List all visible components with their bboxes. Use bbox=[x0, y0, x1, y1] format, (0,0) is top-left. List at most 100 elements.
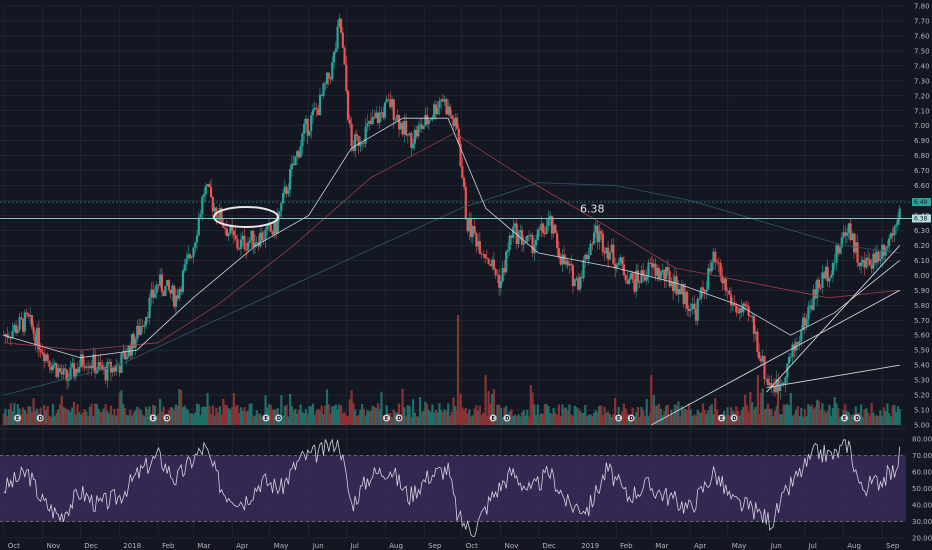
volume-bar bbox=[176, 405, 179, 425]
candle-body bbox=[638, 282, 641, 284]
volume-bar bbox=[366, 410, 369, 425]
volume-bar bbox=[605, 412, 608, 425]
candle-body bbox=[541, 223, 545, 233]
candle-body bbox=[411, 143, 415, 148]
volume-bar bbox=[640, 406, 643, 425]
volume-bar bbox=[375, 408, 378, 425]
volume-bar bbox=[524, 415, 527, 425]
candle-body bbox=[327, 72, 330, 78]
volume-bar bbox=[109, 405, 113, 425]
volume-bar bbox=[317, 408, 320, 425]
volume-bar bbox=[190, 413, 193, 425]
volume-bar bbox=[441, 412, 445, 425]
volume-bar bbox=[751, 401, 754, 425]
candle-body bbox=[53, 363, 56, 365]
trendline-long[interactable] bbox=[651, 289, 900, 426]
volume-bar bbox=[204, 406, 207, 425]
volume-bar bbox=[830, 415, 833, 425]
volume-bar bbox=[273, 409, 276, 425]
candle-body bbox=[354, 134, 357, 152]
earnings-marker: E bbox=[382, 414, 390, 422]
rsi-tick-label: 80.00 bbox=[912, 436, 932, 444]
volume-bar bbox=[473, 408, 476, 425]
candle-body bbox=[592, 232, 596, 244]
trendline-upper[interactable] bbox=[766, 364, 900, 389]
volume-bar bbox=[7, 409, 11, 425]
candle-body bbox=[506, 249, 510, 252]
volume-bar bbox=[851, 414, 854, 425]
time-axis[interactable]: Oct Nov Dec 2018 Feb Mar Apr May Jun Jul Aug Sep Oct… bbox=[8, 542, 900, 550]
volume-bar bbox=[129, 409, 132, 425]
candle-body bbox=[252, 230, 255, 247]
candle-body bbox=[831, 263, 835, 275]
volume-bar bbox=[292, 410, 295, 425]
candle-body bbox=[561, 254, 564, 265]
candlesticks[interactable] bbox=[2, 14, 901, 400]
volume-bar bbox=[726, 407, 729, 425]
price-axis[interactable]: 5.00 5.10 5.20 5.30 5.40 5.50 5.60 5.70 5.80 5.90… bbox=[914, 3, 930, 430]
volume-bar bbox=[144, 406, 148, 425]
time-tick-label: Feb bbox=[162, 542, 175, 550]
candle-body bbox=[231, 225, 234, 231]
volume-bar bbox=[791, 415, 794, 425]
volume-bar bbox=[884, 410, 887, 425]
highlight-ellipse[interactable] bbox=[213, 206, 279, 228]
volume-bar bbox=[85, 411, 88, 425]
volume-bar bbox=[65, 409, 69, 425]
volume-bar bbox=[816, 399, 819, 425]
candle-body bbox=[46, 354, 49, 361]
candle-body bbox=[478, 241, 481, 254]
price-tick-label: 5.50 bbox=[914, 347, 930, 355]
price-tick-label: 5.30 bbox=[914, 377, 930, 385]
rsi-axis[interactable]: 20.00 30.00 40.00 50.00 60.00 70.00 80.00 bbox=[912, 436, 932, 543]
volume-bar bbox=[608, 414, 611, 425]
volume-bar bbox=[698, 412, 701, 425]
candle-body bbox=[308, 130, 311, 136]
candle-body bbox=[127, 344, 130, 357]
candle-body bbox=[519, 230, 522, 233]
candle-body bbox=[320, 94, 323, 96]
candle-body bbox=[13, 324, 16, 331]
candle-body bbox=[18, 317, 21, 330]
volume-bar bbox=[180, 390, 183, 425]
price-tick-label: 6.20 bbox=[914, 242, 930, 250]
level-price-tag: 6.38 bbox=[912, 214, 931, 223]
candle-body bbox=[346, 91, 350, 120]
candle-body bbox=[14, 324, 18, 334]
volume-bar bbox=[21, 407, 25, 425]
candle-body bbox=[780, 382, 784, 385]
volume-bar bbox=[447, 403, 450, 425]
volume-bar bbox=[373, 406, 376, 425]
candle-body bbox=[469, 218, 473, 238]
candle-body bbox=[717, 262, 720, 264]
candle-body bbox=[373, 117, 376, 119]
candle-body bbox=[190, 256, 193, 258]
time-tick-label: 2018 bbox=[123, 542, 141, 550]
volume-bar bbox=[169, 407, 172, 425]
volume-bar bbox=[297, 409, 301, 425]
candle-body bbox=[828, 277, 831, 282]
volume-bar bbox=[50, 416, 53, 425]
candle-body bbox=[39, 349, 42, 352]
candle-body bbox=[108, 361, 111, 363]
candle-body bbox=[148, 297, 151, 318]
earnings-marker-label: D bbox=[732, 416, 736, 422]
earnings-marker-label: E bbox=[264, 416, 268, 422]
candle-body bbox=[218, 208, 221, 220]
volume-bar bbox=[341, 413, 344, 425]
volume-bar bbox=[345, 415, 348, 425]
volume-bar bbox=[236, 404, 239, 425]
volume-bar bbox=[43, 405, 46, 425]
candle-body bbox=[455, 117, 459, 129]
candle-body bbox=[74, 368, 77, 378]
volume-bar bbox=[413, 412, 416, 425]
candle-body bbox=[325, 72, 329, 84]
earnings-marker: E bbox=[489, 414, 497, 422]
candle-body bbox=[280, 203, 283, 212]
trendline-short[interactable] bbox=[766, 245, 901, 393]
volume-bar bbox=[610, 416, 613, 425]
candle-body bbox=[480, 253, 483, 255]
volume-bar bbox=[547, 406, 550, 425]
